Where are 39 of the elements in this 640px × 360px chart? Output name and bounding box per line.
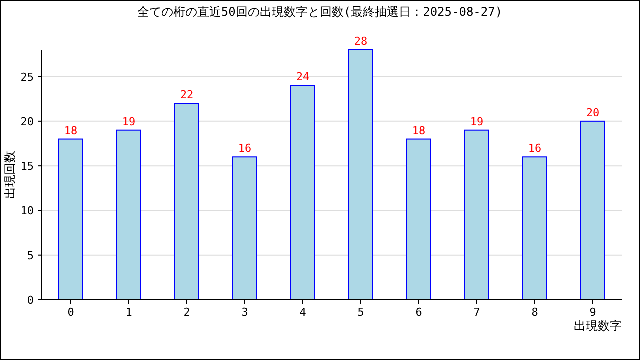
bar xyxy=(174,103,200,300)
y-tick-label: 5 xyxy=(27,249,34,262)
bar xyxy=(464,130,490,300)
x-tick-label: 6 xyxy=(416,306,422,319)
x-tick-label: 1 xyxy=(126,306,132,319)
bar xyxy=(580,120,606,300)
bar xyxy=(290,85,316,300)
y-tick-label: 20 xyxy=(20,115,34,128)
data-label: 18 xyxy=(64,124,78,138)
chart-title: 全ての桁の直近50回の出現数字と回数(最終抽選日：2025-08-27) xyxy=(137,5,503,19)
bar xyxy=(58,138,84,300)
data-label: 28 xyxy=(354,35,368,48)
x-tick-label: 0 xyxy=(68,306,74,319)
bar xyxy=(232,156,258,300)
x-tick-label: 3 xyxy=(242,306,248,319)
data-label: 22 xyxy=(180,88,194,102)
bar xyxy=(348,50,374,300)
x-tick-label: 2 xyxy=(184,306,190,319)
x-tick-label: 5 xyxy=(358,306,364,319)
x-tick-label: 9 xyxy=(590,306,596,319)
data-label: 18 xyxy=(412,124,426,138)
data-label: 16 xyxy=(238,142,252,156)
bar xyxy=(116,130,142,300)
y-tick-label: 15 xyxy=(20,160,34,174)
data-label: 20 xyxy=(586,106,600,120)
x-tick-label: 8 xyxy=(532,306,538,319)
y-tick-label: 0 xyxy=(27,294,34,307)
y-tick-label: 25 xyxy=(20,70,34,84)
bar xyxy=(522,156,548,300)
x-tick-label: 4 xyxy=(300,306,307,319)
data-label: 19 xyxy=(122,115,136,128)
y-axis-title: 出現回数 xyxy=(3,151,17,199)
y-tick-label: 10 xyxy=(20,204,34,218)
x-axis-title: 出現数字 xyxy=(574,319,622,333)
bar xyxy=(406,138,432,300)
data-label: 24 xyxy=(296,70,310,84)
data-label: 16 xyxy=(528,142,542,156)
x-tick-label: 7 xyxy=(474,306,480,319)
data-label: 19 xyxy=(470,115,484,128)
